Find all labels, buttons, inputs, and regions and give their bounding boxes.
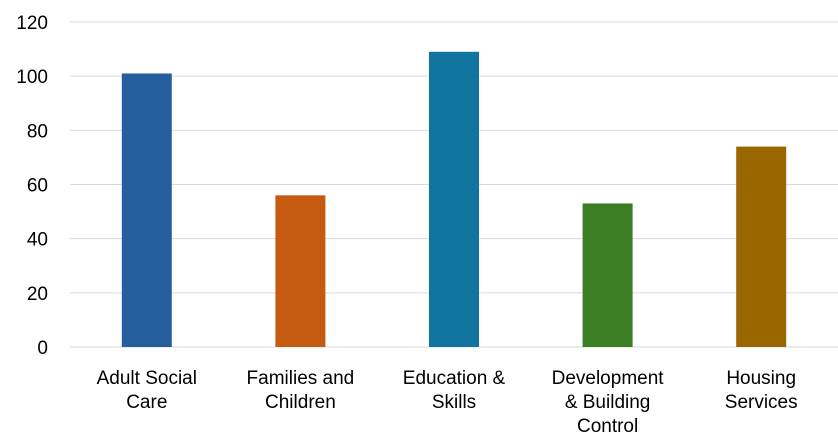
bar-4 [736,146,787,347]
y-axis-ticks: 0 20 40 60 80 100 120 [16,13,48,359]
x-category-label: Education & Skills [403,368,506,413]
x-category-label: Adult Social Care [97,368,197,413]
y-tick-label: 60 [27,176,48,197]
bar-2 [429,51,479,348]
x-category-label-line: Families and [247,368,355,389]
x-category-label-line: Control [577,416,638,437]
y-tick-label: 0 [37,338,48,359]
x-category-label-line: Adult Social [97,368,197,389]
x-category-label-line: Education & [403,368,506,389]
y-tick-label: 40 [27,230,48,251]
x-category-label-line: Children [265,392,336,413]
x-category-label: Housing Services [725,368,798,413]
x-category-label-line: Skills [432,392,476,413]
x-category-label-line: Care [126,392,167,413]
y-tick-label: 100 [16,67,48,88]
bar-3 [582,203,633,347]
bar-1 [275,195,326,347]
y-tick-label: 120 [16,13,48,34]
y-tick-label: 20 [27,284,48,305]
bar-0 [121,73,172,347]
x-category-label-line: Housing [726,368,796,389]
x-category-label: Families and Children [247,368,355,413]
bars [121,51,787,348]
x-category-label-line: Services [725,392,798,413]
x-category-label-line: Development [552,368,665,389]
x-category-label-line: & Building [565,392,651,413]
x-axis-labels: Adult Social Care Families and Children Educ… [97,368,798,437]
y-tick-label: 80 [27,121,48,142]
x-category-label: Development & Building Control [552,368,665,437]
